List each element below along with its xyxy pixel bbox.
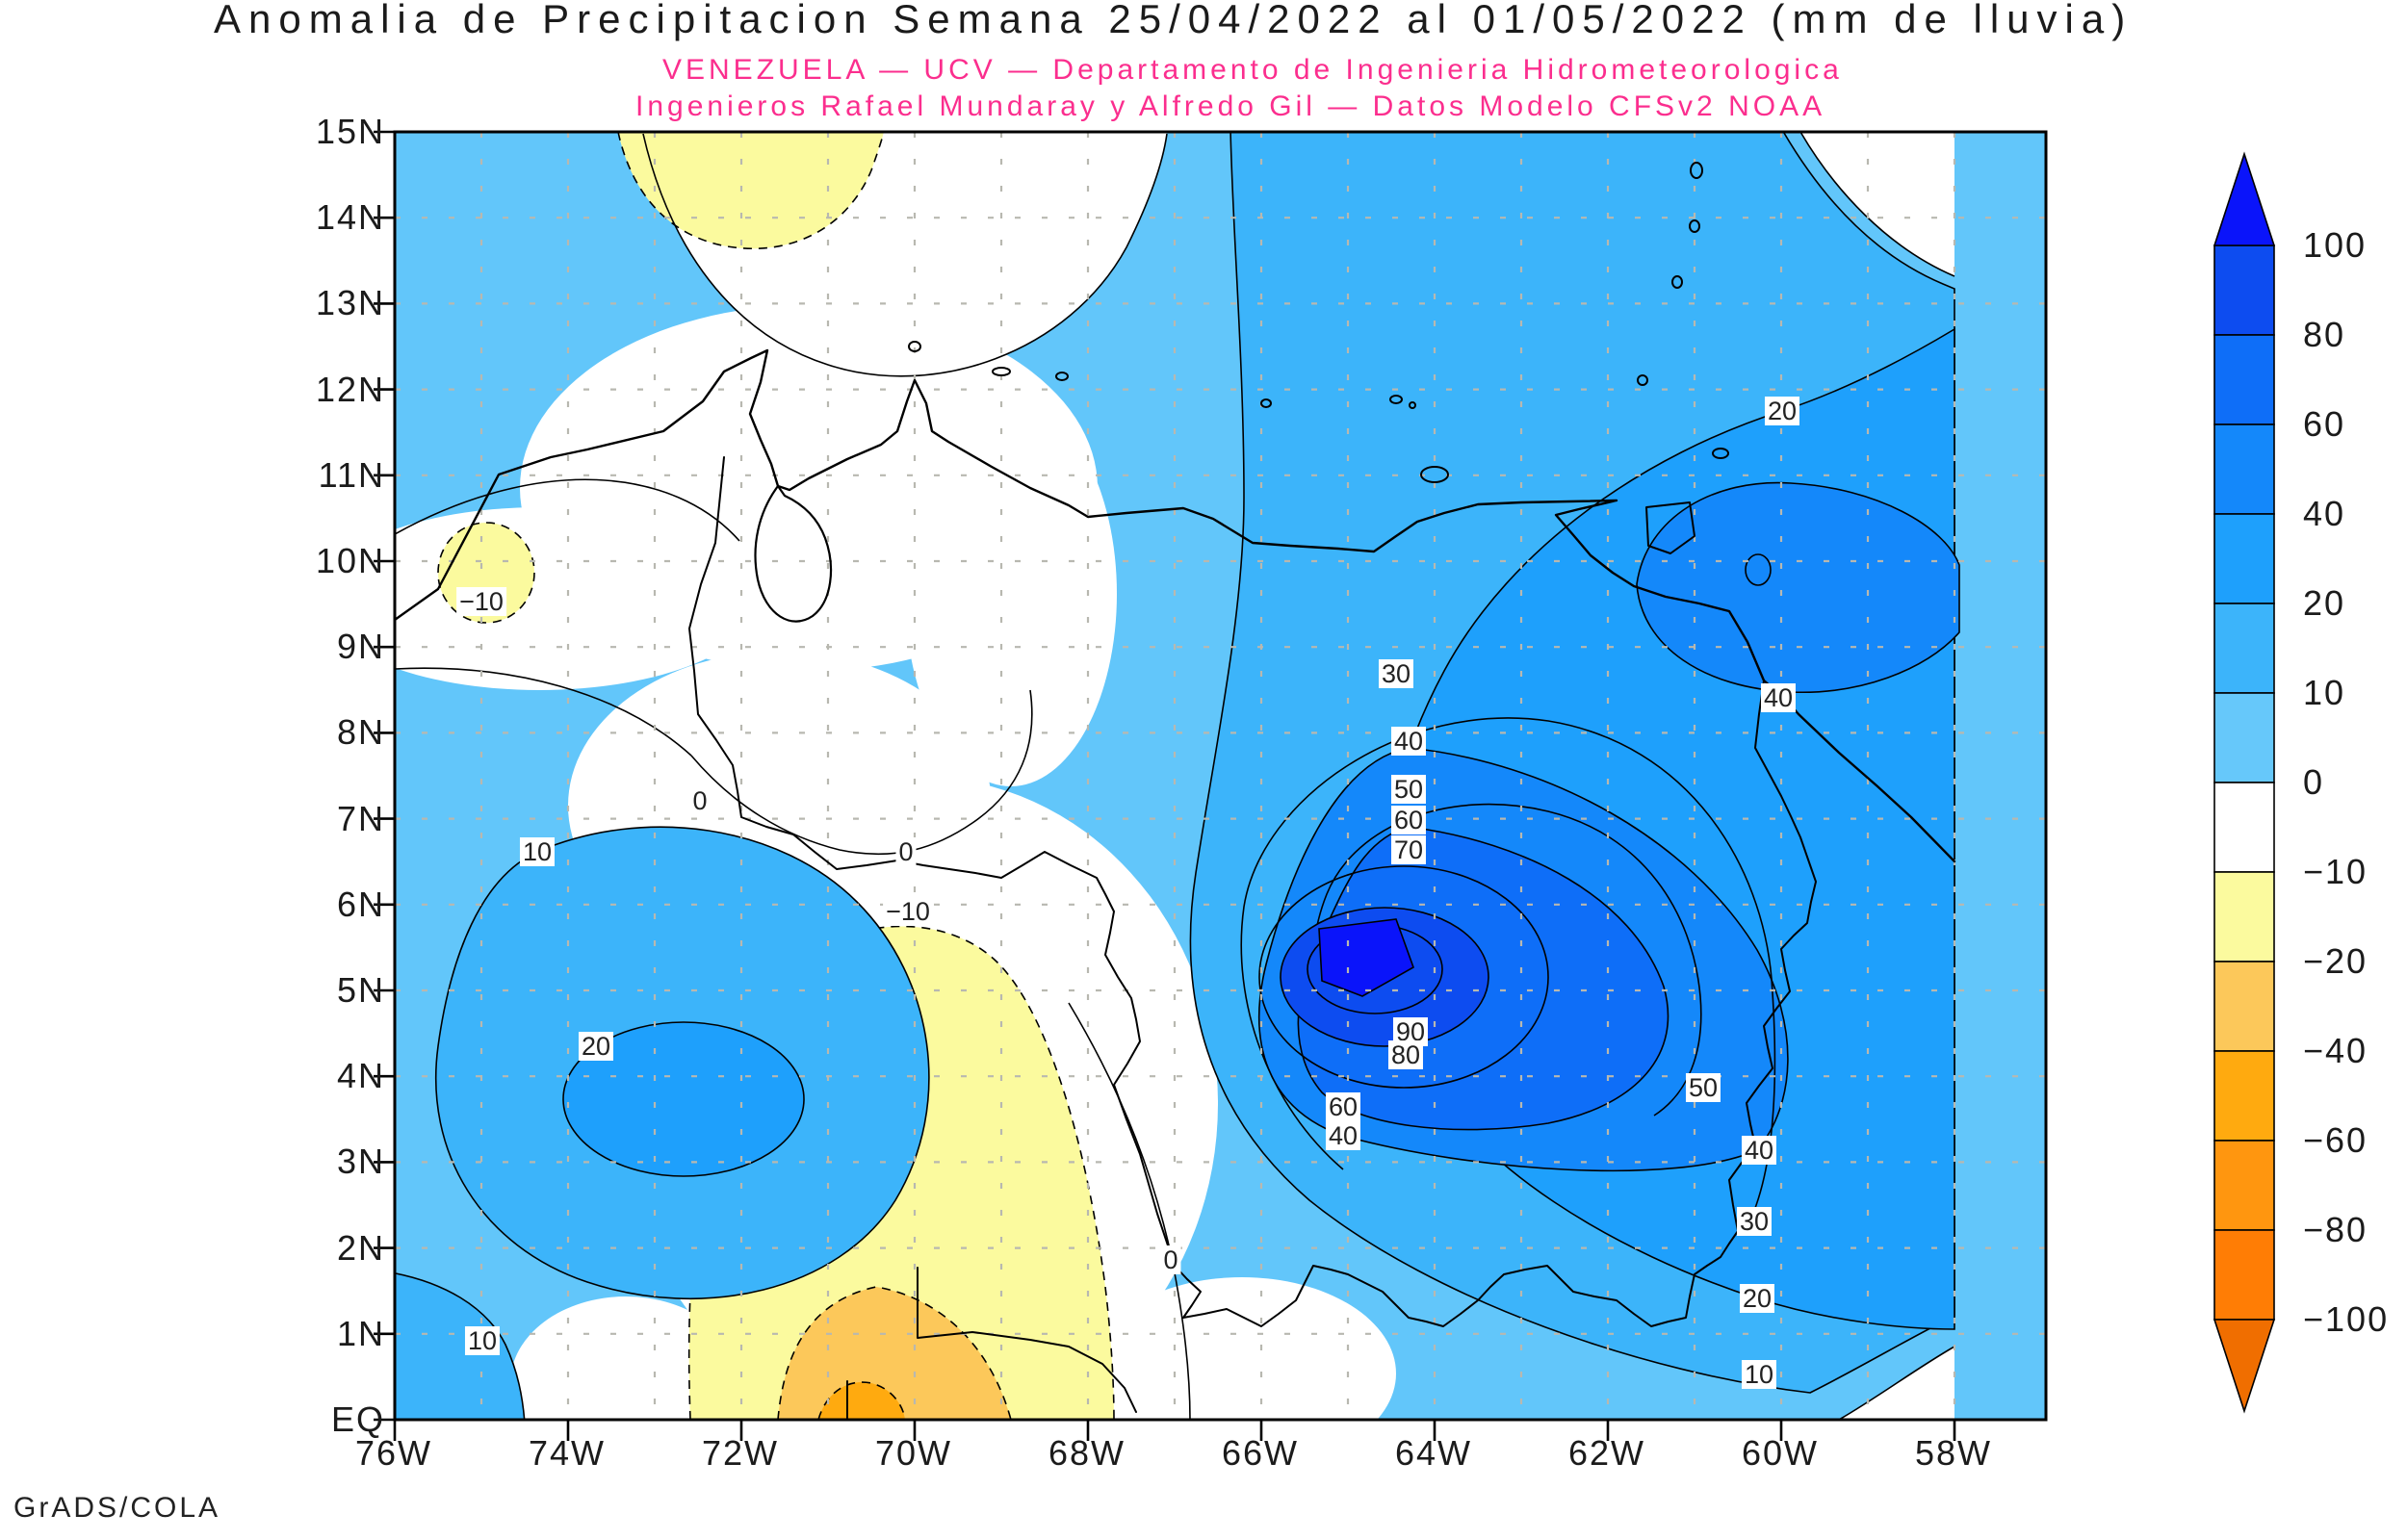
colorbar-tick-label: 10	[2303, 673, 2346, 712]
y-axis-label: 11N	[318, 454, 385, 495]
x-axis-label: 74W	[528, 1433, 607, 1473]
map-frame	[393, 130, 2048, 1422]
y-axis-label: 6N	[336, 884, 385, 924]
map-canvas	[374, 130, 2048, 1441]
contour-label: 20	[1739, 1284, 1775, 1313]
contour-label: 60	[1325, 1092, 1361, 1121]
contour-label: 30	[1736, 1207, 1773, 1236]
y-axis-label: 14N	[315, 197, 385, 238]
contour-label: −10	[456, 587, 506, 616]
contour-label: 40	[1741, 1136, 1777, 1165]
contour-label: 60	[1390, 806, 1427, 834]
border-steps-south	[846, 1267, 1137, 1420]
contour-label: 30	[1378, 659, 1414, 688]
contour-label: 40	[1390, 727, 1427, 756]
colorbar-tick-label: −60	[2303, 1120, 2368, 1160]
contour-label: 20	[1764, 397, 1800, 425]
y-axis-label: 12N	[315, 369, 385, 409]
fill-core-100	[1318, 918, 1414, 997]
contour-label: 10	[519, 837, 556, 866]
colorbar-arrow	[2213, 151, 2276, 246]
x-axis-label: 64W	[1394, 1433, 1473, 1473]
colorbar-band	[2213, 1229, 2275, 1321]
grads-credit: GrADS/COLA	[13, 1492, 221, 1524]
contour-label: 80	[1387, 1040, 1424, 1069]
x-axis-label: 60W	[1741, 1433, 1820, 1473]
colorbar-band	[2213, 1140, 2275, 1231]
colorbar-arrow	[2213, 1319, 2276, 1414]
colorbar-tick-label: 0	[2303, 762, 2325, 802]
y-axis-label: 8N	[336, 712, 385, 753]
y-axis-label: 4N	[336, 1056, 385, 1096]
y-axis-label: 9N	[336, 627, 385, 667]
colorbar-tick-label: 100	[2303, 225, 2368, 265]
colorbar-tick-label: 20	[2303, 583, 2346, 623]
y-axis-label: 5N	[336, 970, 385, 1010]
colorbar-tick-label: −10	[2303, 852, 2368, 891]
contour-label: 40	[1325, 1121, 1361, 1150]
page-title: Anomalia de Precipitacion Semana 25/04/2…	[214, 0, 2134, 41]
colorbar-band	[2213, 782, 2275, 873]
islands	[908, 162, 1729, 554]
colorbar-band	[2213, 244, 2275, 336]
contour-label: −10	[883, 897, 933, 926]
y-axis-label: 3N	[336, 1142, 385, 1182]
colorbar-band	[2213, 1050, 2275, 1142]
colorbar-tick-label: −100	[2303, 1299, 2390, 1339]
y-axis-label: 1N	[336, 1313, 385, 1353]
contour-label: 10	[1741, 1360, 1777, 1389]
y-axis-label: EQ	[330, 1399, 385, 1439]
x-axis-label: 62W	[1567, 1433, 1646, 1473]
fill-minus20	[777, 1286, 1012, 1420]
geography	[395, 162, 1956, 1420]
contour-label: 70	[1390, 835, 1427, 864]
colorbar	[2213, 151, 2276, 1414]
contour-label: 0	[1160, 1245, 1181, 1274]
fill-ne-40	[1636, 481, 1960, 694]
colorbar-tick-label: −40	[2303, 1031, 2368, 1070]
x-axis-label: 66W	[1221, 1433, 1300, 1473]
x-axis-label: 58W	[1914, 1433, 1993, 1473]
contour-label: 40	[1760, 683, 1797, 712]
colorbar-band	[2213, 334, 2275, 425]
x-axis-label: 70W	[874, 1433, 953, 1473]
colorbar-band	[2213, 513, 2275, 604]
country-borders	[688, 456, 1817, 1327]
contour-label: 10	[464, 1326, 501, 1355]
contour-label: 50	[1685, 1073, 1721, 1102]
colorbar-band	[2213, 692, 2275, 783]
contour-label: 50	[1390, 775, 1427, 804]
colorbar-tick-label: 60	[2303, 404, 2346, 444]
colorbar-band	[2213, 871, 2275, 962]
y-axis-label: 13N	[315, 283, 385, 323]
colorbar-tick-label: 40	[2303, 494, 2346, 533]
contour-line-30	[1240, 717, 1776, 1225]
x-axis-label: 72W	[701, 1433, 780, 1473]
colorbar-band	[2213, 424, 2275, 515]
x-axis-label: 76W	[354, 1433, 433, 1473]
colorbar-band	[2213, 603, 2275, 694]
contour-line-70	[1258, 865, 1549, 1089]
colorbar-tick-label: −20	[2303, 941, 2368, 981]
contour-label: 0	[895, 837, 917, 866]
fill-west-20	[562, 1021, 805, 1177]
colorbar-tick-label: −80	[2303, 1210, 2368, 1249]
axis-ticks	[374, 130, 1956, 1441]
coastline	[395, 348, 1956, 863]
contour-label: 0	[689, 786, 711, 815]
y-axis-label: 7N	[336, 798, 385, 838]
colorbar-band	[2213, 961, 2275, 1052]
subtitle-authors: Ingenieros Rafael Mundaray y Alfredo Gil…	[635, 90, 1826, 122]
y-axis-label: 10N	[315, 541, 385, 580]
contour-label: 20	[578, 1032, 614, 1061]
y-axis-label: 15N	[315, 112, 385, 151]
subtitle-institution: VENEZUELA — UCV — Departamento de Ingeni…	[662, 54, 1843, 86]
x-axis-label: 68W	[1048, 1433, 1126, 1473]
colorbar-tick-label: 80	[2303, 315, 2346, 354]
lake-maracaibo	[754, 484, 833, 623]
fill-corner-10	[395, 1272, 526, 1420]
contour-ne-island	[1745, 553, 1772, 586]
y-axis-label: 2N	[336, 1227, 385, 1268]
